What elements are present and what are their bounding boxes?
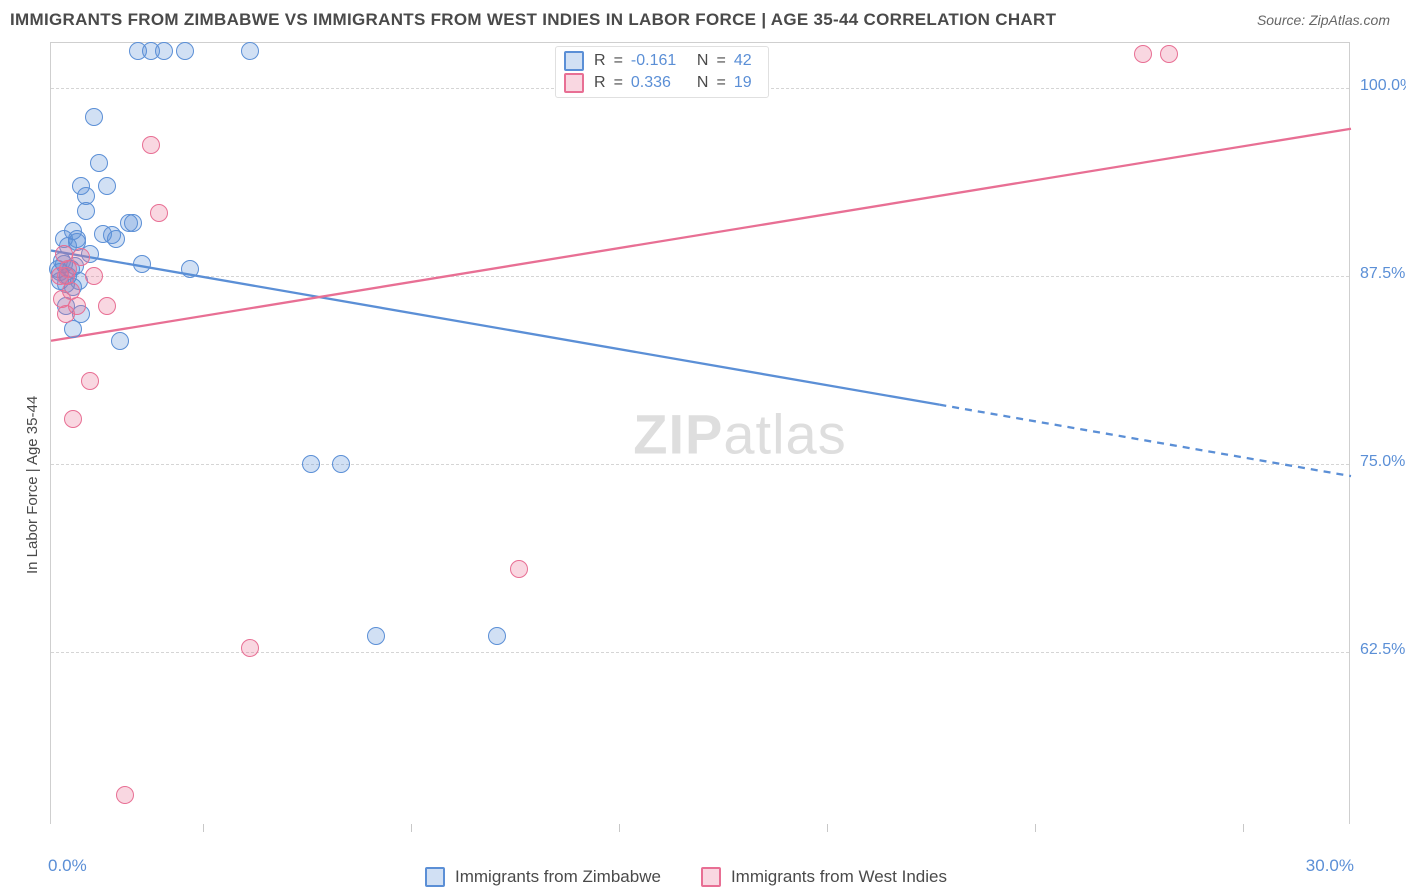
legend-swatch-zimbabwe — [425, 867, 445, 887]
source-attribution: Source: ZipAtlas.com — [1257, 12, 1390, 28]
x-tick — [827, 824, 828, 832]
legend-label: Immigrants from West Indies — [731, 867, 947, 887]
data-point-westindies — [81, 372, 99, 390]
data-point-zimbabwe — [488, 627, 506, 645]
data-point-westindies — [98, 297, 116, 315]
stat-r-label: R — [594, 74, 606, 92]
data-point-zimbabwe — [90, 154, 108, 172]
y-tick-label: 87.5% — [1360, 265, 1405, 283]
stats-row-westindies: R = 0.336 N = 19 — [564, 73, 758, 93]
stat-n-value: 19 — [734, 74, 758, 92]
legend-label: Immigrants from Zimbabwe — [455, 867, 661, 887]
trend-lines — [51, 43, 1351, 825]
data-point-westindies — [85, 267, 103, 285]
stat-n-label: N — [697, 74, 709, 92]
legend-item-zimbabwe: Immigrants from Zimbabwe — [425, 867, 661, 887]
data-point-westindies — [510, 560, 528, 578]
data-point-zimbabwe — [302, 455, 320, 473]
x-tick-label: 30.0% — [1306, 856, 1354, 876]
data-point-zimbabwe — [367, 627, 385, 645]
trendline-zimbabwe-extrapolated — [939, 405, 1351, 476]
y-axis-label: In Labor Force | Age 35-44 — [24, 396, 41, 574]
data-point-zimbabwe — [332, 455, 350, 473]
data-point-westindies — [116, 786, 134, 804]
gridline-horizontal — [51, 276, 1349, 277]
data-point-westindies — [150, 204, 168, 222]
data-point-zimbabwe — [155, 42, 173, 60]
stat-r-value: 0.336 — [631, 74, 681, 92]
data-point-zimbabwe — [98, 177, 116, 195]
equals-sign: = — [716, 74, 725, 92]
stat-n-value: 42 — [734, 52, 758, 70]
series-legend: Immigrants from Zimbabwe Immigrants from … — [425, 867, 947, 887]
data-point-westindies — [64, 410, 82, 428]
x-tick-label: 0.0% — [48, 856, 87, 876]
x-tick — [1035, 824, 1036, 832]
data-point-zimbabwe — [107, 230, 125, 248]
data-point-westindies — [1160, 45, 1178, 63]
data-point-westindies — [142, 136, 160, 154]
x-tick — [1243, 824, 1244, 832]
title-bar: IMMIGRANTS FROM ZIMBABWE VS IMMIGRANTS F… — [0, 0, 1406, 40]
legend-swatch-westindies — [701, 867, 721, 887]
legend-swatch-westindies — [564, 73, 584, 93]
data-point-westindies — [1134, 45, 1152, 63]
data-point-zimbabwe — [124, 214, 142, 232]
y-tick-label: 62.5% — [1360, 641, 1405, 659]
stat-n-label: N — [697, 52, 709, 70]
x-tick — [619, 824, 620, 832]
y-tick-label: 100.0% — [1360, 77, 1406, 95]
legend-swatch-zimbabwe — [564, 51, 584, 71]
data-point-zimbabwe — [111, 332, 129, 350]
correlation-stats-box: R = -0.161 N = 42 R = 0.336 N = 19 — [555, 46, 769, 98]
watermark: ZIPatlas — [633, 402, 846, 467]
equals-sign: = — [614, 74, 623, 92]
legend-item-westindies: Immigrants from West Indies — [701, 867, 947, 887]
chart-title: IMMIGRANTS FROM ZIMBABWE VS IMMIGRANTS F… — [10, 10, 1056, 30]
data-point-zimbabwe — [176, 42, 194, 60]
stats-row-zimbabwe: R = -0.161 N = 42 — [564, 51, 758, 71]
data-point-zimbabwe — [181, 260, 199, 278]
stat-r-value: -0.161 — [631, 52, 681, 70]
data-point-westindies — [72, 248, 90, 266]
data-point-westindies — [241, 639, 259, 657]
y-tick-label: 75.0% — [1360, 453, 1405, 471]
data-point-zimbabwe — [133, 255, 151, 273]
x-tick — [411, 824, 412, 832]
data-point-zimbabwe — [77, 202, 95, 220]
trendline-westindies — [51, 129, 1351, 341]
data-point-zimbabwe — [241, 42, 259, 60]
data-point-westindies — [68, 297, 86, 315]
x-tick — [203, 824, 204, 832]
equals-sign: = — [614, 52, 623, 70]
stat-r-label: R — [594, 52, 606, 70]
equals-sign: = — [716, 52, 725, 70]
gridline-horizontal — [51, 464, 1349, 465]
data-point-zimbabwe — [85, 108, 103, 126]
plot-area: ZIPatlas — [50, 42, 1350, 824]
